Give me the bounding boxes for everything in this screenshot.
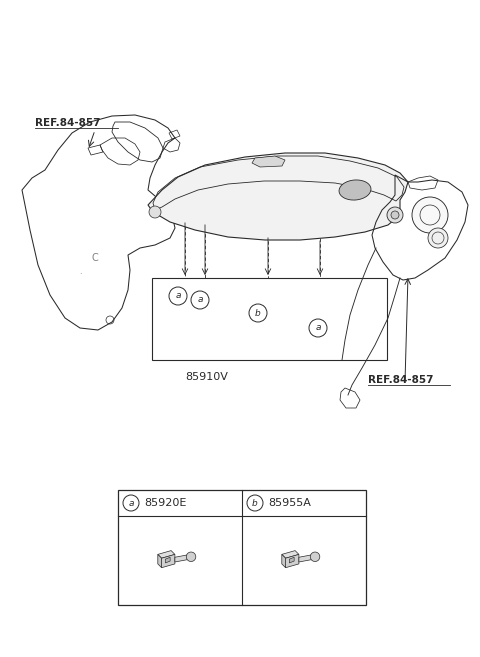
Circle shape — [412, 197, 448, 233]
Circle shape — [191, 291, 209, 309]
Circle shape — [391, 211, 399, 219]
Text: REF.84-857: REF.84-857 — [368, 375, 433, 385]
Polygon shape — [252, 156, 285, 167]
Circle shape — [169, 287, 187, 305]
Text: b: b — [252, 499, 258, 507]
Circle shape — [428, 228, 448, 248]
Polygon shape — [299, 555, 314, 562]
Polygon shape — [162, 555, 175, 568]
Circle shape — [387, 207, 403, 223]
Bar — [118, 490, 366, 605]
Circle shape — [186, 552, 196, 562]
Circle shape — [123, 495, 139, 511]
Polygon shape — [282, 555, 286, 568]
Polygon shape — [286, 555, 299, 568]
Text: C: C — [92, 253, 98, 263]
Text: 85910V: 85910V — [186, 372, 228, 382]
Circle shape — [247, 495, 263, 511]
Text: a: a — [128, 499, 134, 507]
Circle shape — [149, 206, 161, 218]
Polygon shape — [175, 555, 190, 562]
Circle shape — [309, 319, 327, 337]
Polygon shape — [158, 551, 175, 558]
Text: a: a — [197, 296, 203, 304]
Bar — [152, 278, 387, 360]
Polygon shape — [158, 555, 162, 568]
Polygon shape — [289, 557, 294, 563]
Text: REF.84-857: REF.84-857 — [35, 118, 100, 128]
Ellipse shape — [339, 180, 371, 200]
Circle shape — [249, 304, 267, 322]
Text: b: b — [255, 309, 261, 317]
Polygon shape — [282, 551, 299, 558]
Text: 85920E: 85920E — [144, 498, 186, 508]
Text: a: a — [175, 292, 181, 300]
Circle shape — [310, 552, 320, 562]
Polygon shape — [148, 153, 408, 240]
Polygon shape — [166, 557, 170, 563]
Text: ·: · — [79, 271, 81, 279]
Text: 85955A: 85955A — [268, 498, 311, 508]
Text: a: a — [315, 323, 321, 332]
